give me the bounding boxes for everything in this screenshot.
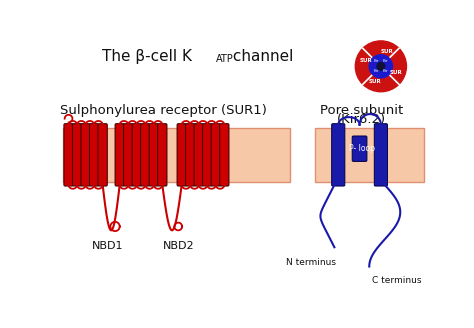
FancyBboxPatch shape: [90, 124, 99, 186]
FancyBboxPatch shape: [186, 124, 195, 186]
FancyBboxPatch shape: [177, 124, 186, 186]
Text: Pore subunit: Pore subunit: [320, 104, 403, 117]
Text: SUR: SUR: [381, 49, 393, 54]
Circle shape: [377, 62, 385, 70]
FancyBboxPatch shape: [352, 136, 367, 161]
Text: N terminus: N terminus: [286, 258, 336, 267]
Circle shape: [369, 55, 392, 78]
Text: ATP: ATP: [216, 54, 234, 64]
Circle shape: [356, 41, 406, 92]
Text: SUR: SUR: [390, 70, 402, 75]
Text: C terminus: C terminus: [372, 276, 421, 285]
Bar: [315, 128, 423, 182]
Text: Kir: Kir: [373, 69, 379, 73]
Text: Kir: Kir: [383, 59, 389, 63]
Text: (Kir6.2): (Kir6.2): [337, 113, 386, 126]
FancyBboxPatch shape: [64, 124, 73, 186]
FancyBboxPatch shape: [73, 124, 82, 186]
Text: Sulphonylurea receptor (SUR1): Sulphonylurea receptor (SUR1): [61, 104, 267, 117]
Text: NBD2: NBD2: [163, 241, 194, 251]
FancyBboxPatch shape: [115, 124, 124, 186]
FancyBboxPatch shape: [219, 124, 229, 186]
FancyBboxPatch shape: [202, 124, 212, 186]
FancyBboxPatch shape: [194, 124, 203, 186]
Text: channel: channel: [228, 49, 293, 64]
Text: Kir: Kir: [383, 69, 389, 73]
FancyBboxPatch shape: [158, 124, 167, 186]
FancyBboxPatch shape: [211, 124, 220, 186]
Text: SUR: SUR: [368, 79, 381, 84]
Text: NBD1: NBD1: [91, 241, 123, 251]
FancyBboxPatch shape: [374, 124, 387, 186]
FancyBboxPatch shape: [332, 124, 345, 186]
Text: Kir: Kir: [373, 59, 379, 63]
FancyBboxPatch shape: [132, 124, 141, 186]
Text: The β-cell K: The β-cell K: [102, 49, 192, 64]
FancyBboxPatch shape: [141, 124, 150, 186]
Bar: [63, 128, 290, 182]
Text: SUR: SUR: [359, 58, 372, 63]
FancyBboxPatch shape: [81, 124, 90, 186]
FancyBboxPatch shape: [124, 124, 133, 186]
FancyBboxPatch shape: [149, 124, 158, 186]
Text: P- loop: P- loop: [349, 144, 375, 153]
FancyBboxPatch shape: [98, 124, 107, 186]
